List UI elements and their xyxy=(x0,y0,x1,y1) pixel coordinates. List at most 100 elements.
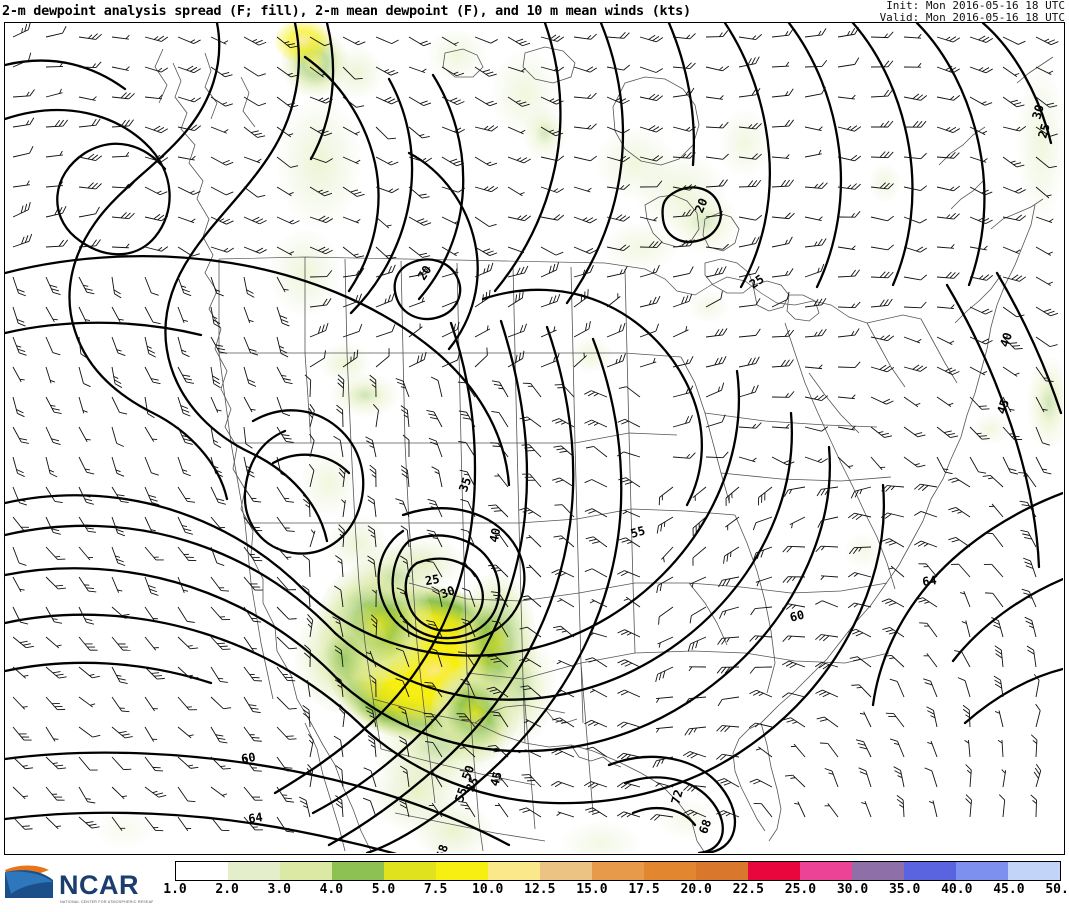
wind-barb-icon xyxy=(1035,331,1058,350)
wind-barb-icon xyxy=(855,736,872,761)
wind-barb-icon xyxy=(1035,243,1054,256)
colorbar-segment[interactable] xyxy=(904,862,956,880)
wind-barb-icon xyxy=(936,210,961,221)
contour-label: 68 xyxy=(696,817,714,835)
wind-barb-icon xyxy=(837,210,861,218)
colorbar-segment[interactable] xyxy=(280,862,332,880)
colorbar[interactable]: 1.0 2.0 3.0 4.0 5.0 7.5 10.0 12.5 15.0 17.5 20.0 22… xyxy=(163,861,1069,907)
wind-barb-icon xyxy=(78,573,97,596)
wind-barb-icon xyxy=(210,274,225,299)
wind-barb-icon xyxy=(144,181,168,198)
wind-barb-icon xyxy=(837,242,856,251)
wind-barb-icon xyxy=(688,546,711,567)
wind-barb-icon xyxy=(589,688,608,701)
wind-barb-icon xyxy=(936,302,955,310)
wind-barb-icon xyxy=(177,31,202,46)
wind-barb-icon xyxy=(703,414,728,428)
colorbar-tick: 20.0 xyxy=(680,882,712,897)
contour-label: 60 xyxy=(240,750,256,766)
wind-barb-icon xyxy=(737,356,762,368)
wind-barb-icon xyxy=(144,781,167,801)
colorbar-segment[interactable] xyxy=(852,862,904,880)
wind-barb-icon xyxy=(44,88,63,98)
colorbar-tick: 17.5 xyxy=(628,882,660,897)
spread-fill-field xyxy=(95,23,1063,853)
colorbar-segment[interactable] xyxy=(644,862,696,880)
wind-barb-icon xyxy=(961,620,971,639)
wind-barb-icon xyxy=(177,181,201,198)
wind-barb-icon xyxy=(824,765,839,790)
wind-barb-icon xyxy=(819,738,839,762)
wind-barb-icon xyxy=(736,384,761,398)
colorbar-segment[interactable] xyxy=(800,862,852,880)
wind-barb-icon xyxy=(994,644,1004,669)
colorbar-segment[interactable] xyxy=(540,862,592,880)
colorbar-segment[interactable] xyxy=(748,862,800,880)
wind-barb-icon xyxy=(889,676,905,700)
colorbar-segment[interactable] xyxy=(696,862,748,880)
wind-barb-icon xyxy=(144,634,160,651)
colorbar-segment[interactable] xyxy=(592,862,644,880)
wind-barb-icon xyxy=(307,322,331,338)
wind-barb-icon xyxy=(749,776,773,793)
wind-barb-icon xyxy=(144,395,155,420)
wind-barb-icon xyxy=(926,740,938,759)
colorbar-swatches[interactable] xyxy=(175,861,1061,881)
wind-barb-icon xyxy=(936,270,960,280)
figure-footer: NCAR NATIONAL CENTER FOR ATMOSPHERIC RES… xyxy=(0,857,1069,911)
wind-barb-icon xyxy=(144,724,158,743)
wind-barb-icon xyxy=(276,692,298,714)
wind-barb-icon xyxy=(672,30,696,40)
colorbar-segment[interactable] xyxy=(384,862,436,880)
wind-barb-icon xyxy=(918,618,938,641)
valid-time: Valid: Mon 2016-05-16 18 UTC xyxy=(879,10,1065,24)
wind-barb-icon xyxy=(177,334,190,359)
wind-barb-icon xyxy=(276,722,297,744)
wind-barb-icon xyxy=(340,323,365,338)
wind-barb-icon xyxy=(521,770,542,792)
wind-barb-icon xyxy=(583,388,608,404)
wind-barb-icon xyxy=(670,414,695,428)
wind-barb-icon xyxy=(885,709,905,732)
wind-barb-icon xyxy=(771,329,795,338)
colorbar-segment[interactable] xyxy=(1008,862,1060,880)
colorbar-segment[interactable] xyxy=(956,862,1008,880)
colorbar-segment[interactable] xyxy=(436,862,488,880)
wind-barb-icon xyxy=(44,205,68,218)
wind-barb-icon xyxy=(111,90,135,100)
colorbar-tick: 4.0 xyxy=(319,882,344,897)
wind-barb-icon xyxy=(573,182,592,193)
wind-barb-icon xyxy=(210,783,228,798)
wind-barb-icon xyxy=(584,417,608,433)
colorbar-tick: 7.5 xyxy=(423,882,448,897)
wind-barb-icon xyxy=(969,211,994,226)
wind-barb-icon xyxy=(969,60,994,76)
wind-barb-icon xyxy=(683,726,708,736)
wind-barb-icon xyxy=(585,442,608,463)
colorbar-segment[interactable] xyxy=(332,862,384,880)
wind-barb-icon xyxy=(913,509,938,524)
colorbar-segment[interactable] xyxy=(228,862,280,880)
wind-barb-icon xyxy=(639,30,664,44)
wind-barb-icon xyxy=(860,800,872,819)
colorbar-segment[interactable] xyxy=(176,862,228,880)
wind-barb-icon xyxy=(655,486,678,506)
wind-barb-icon xyxy=(705,92,724,100)
map-panel[interactable]: 2020252530354035455055556064606468687268… xyxy=(4,22,1065,855)
wind-barb-icon xyxy=(704,355,728,368)
wind-barb-icon xyxy=(111,275,122,300)
colorbar-segment[interactable] xyxy=(488,862,540,880)
wind-barb-icon xyxy=(276,335,289,359)
contour-label: 25 xyxy=(747,272,767,292)
wind-barb-icon xyxy=(1029,763,1043,788)
wind-barb-icon xyxy=(837,150,862,163)
wind-barb-icon xyxy=(670,325,689,338)
wind-barb-icon xyxy=(243,275,255,300)
wind-barb-icon xyxy=(870,89,894,98)
wind-barb-icon xyxy=(144,363,161,387)
wind-barb-icon xyxy=(365,435,377,459)
geography-layer xyxy=(154,46,1054,853)
wind-barb-icon xyxy=(111,365,123,390)
wind-barb-icon xyxy=(333,734,344,759)
wind-barb-icon xyxy=(936,453,954,477)
